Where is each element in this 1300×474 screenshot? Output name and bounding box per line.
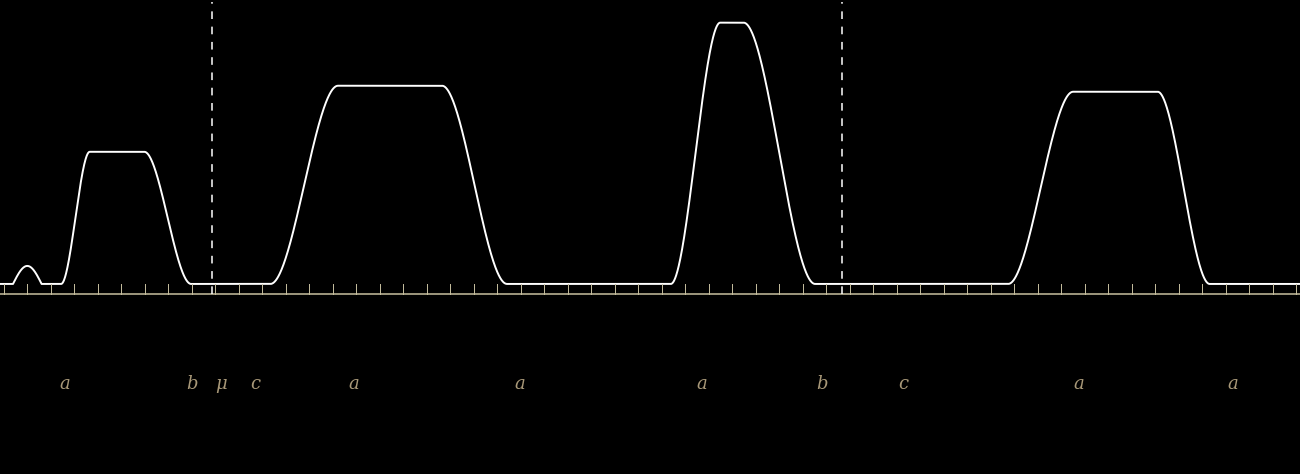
Text: a: a xyxy=(60,375,70,393)
Text: c: c xyxy=(250,375,260,393)
Text: a: a xyxy=(1227,375,1238,393)
Text: b: b xyxy=(816,375,827,393)
Text: μ: μ xyxy=(214,375,227,393)
Text: a: a xyxy=(1074,375,1084,393)
Text: b: b xyxy=(187,375,198,393)
Text: c: c xyxy=(898,375,909,393)
Text: a: a xyxy=(515,375,525,393)
Text: a: a xyxy=(697,375,707,393)
Text: a: a xyxy=(348,375,359,393)
